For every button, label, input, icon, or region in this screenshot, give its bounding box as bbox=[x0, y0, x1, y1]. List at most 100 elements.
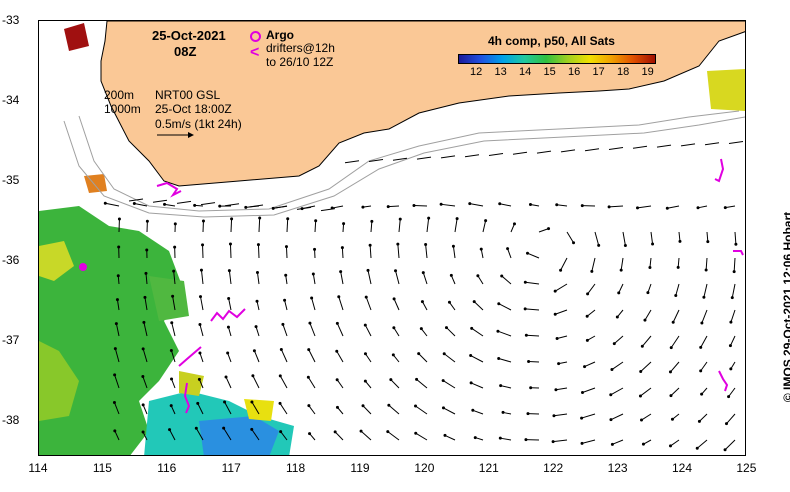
current-arrow-head bbox=[581, 390, 585, 394]
lon-label: 117 bbox=[221, 461, 241, 475]
current-arrow-head bbox=[113, 347, 117, 351]
shelf-current-arrow bbox=[488, 153, 504, 156]
current-arrow-head bbox=[250, 427, 254, 431]
sst-patch-west-yellow bbox=[39, 241, 74, 281]
current-arrow-head bbox=[145, 248, 149, 252]
current-arrow-head bbox=[610, 442, 614, 446]
current-arrow bbox=[142, 404, 148, 415]
current-arrow-head bbox=[700, 392, 704, 396]
current-arrow bbox=[498, 303, 512, 311]
current-arrow-head bbox=[201, 243, 205, 247]
current-arrow-head bbox=[496, 329, 500, 333]
current-arrow-head bbox=[646, 291, 650, 295]
current-arrow-head bbox=[198, 295, 202, 299]
current-arrow-head bbox=[227, 269, 231, 273]
current-arrow-head bbox=[469, 354, 473, 358]
current-arrow bbox=[200, 270, 204, 285]
current-arrow-head bbox=[580, 441, 584, 445]
current-arrow bbox=[145, 273, 148, 285]
current-arrow-head bbox=[340, 246, 344, 250]
current-arrow-head bbox=[113, 429, 117, 433]
current-arrow-head bbox=[527, 360, 531, 364]
colorbar-tick-17: 17 bbox=[592, 66, 605, 78]
current-arrow-head bbox=[648, 266, 652, 270]
current-arrow bbox=[611, 361, 624, 370]
current-arrow-head bbox=[555, 337, 559, 341]
current-arrow-head bbox=[255, 271, 259, 275]
current-arrow bbox=[499, 203, 512, 207]
current-arrow-head bbox=[444, 326, 448, 330]
lon-label: 122 bbox=[543, 461, 564, 475]
current-arrow bbox=[560, 257, 568, 271]
current-arrow-head bbox=[252, 349, 256, 353]
current-arrow bbox=[223, 427, 232, 441]
argo-marker bbox=[79, 263, 87, 271]
current-arrow-head bbox=[512, 222, 516, 226]
sst-patches bbox=[39, 23, 745, 455]
current-arrow bbox=[253, 350, 260, 363]
current-arrow bbox=[426, 218, 430, 233]
current-arrow-head bbox=[447, 300, 451, 304]
current-arrow-head bbox=[547, 227, 551, 231]
shelf-current-arrow bbox=[368, 159, 384, 162]
current-arrow bbox=[312, 273, 316, 285]
current-arrow bbox=[446, 327, 456, 337]
current-arrow-head bbox=[113, 373, 117, 377]
current-arrow bbox=[393, 327, 400, 337]
current-arrow-head bbox=[732, 270, 736, 274]
current-arrow bbox=[526, 334, 540, 337]
current-arrow bbox=[224, 401, 232, 415]
current-arrow-head bbox=[441, 379, 445, 383]
current-arrow-head bbox=[472, 300, 476, 304]
current-arrow-head bbox=[335, 405, 339, 409]
current-arrow bbox=[105, 202, 120, 207]
colorbar-tick-12: 12 bbox=[470, 66, 483, 78]
current-arrow-head bbox=[370, 219, 374, 223]
current-arrow-head bbox=[468, 202, 472, 206]
current-arrow bbox=[525, 281, 540, 285]
isobaths bbox=[63, 110, 745, 218]
current-arrow-head bbox=[168, 428, 172, 432]
current-arrow bbox=[584, 361, 596, 368]
current-arrow bbox=[425, 244, 428, 259]
current-arrow-head bbox=[361, 205, 365, 209]
product-time-label: 25-Oct 18:00Z bbox=[155, 102, 232, 116]
map-frame bbox=[38, 20, 746, 456]
current-arrow-head bbox=[420, 300, 424, 304]
current-arrow-head bbox=[572, 241, 576, 245]
current-arrow-head bbox=[116, 274, 120, 278]
current-arrow-head bbox=[255, 299, 259, 303]
current-vectors bbox=[103, 141, 744, 452]
current-arrow bbox=[500, 385, 512, 389]
current-arrow-head bbox=[286, 217, 290, 221]
current-arrow bbox=[369, 245, 372, 259]
drifters-legend-icon: < bbox=[250, 44, 260, 61]
lat-label: -36 bbox=[2, 253, 20, 267]
current-arrow bbox=[340, 271, 344, 285]
current-arrow-head bbox=[671, 320, 675, 324]
current-arrow bbox=[731, 283, 736, 298]
lat-label: -37 bbox=[2, 333, 20, 347]
current-arrow-head bbox=[144, 271, 148, 275]
current-arrow bbox=[670, 439, 680, 447]
current-arrow bbox=[314, 220, 317, 233]
current-arrow-head bbox=[728, 344, 732, 348]
current-arrow-head bbox=[699, 345, 703, 349]
current-arrow bbox=[229, 243, 232, 259]
colorbar-tick-13: 13 bbox=[494, 66, 507, 78]
current-arrow-head bbox=[170, 321, 174, 325]
current-arrow bbox=[420, 328, 428, 337]
current-arrow bbox=[497, 330, 512, 337]
current-arrow bbox=[285, 246, 288, 259]
current-arrow-head bbox=[609, 418, 613, 422]
current-arrow-head bbox=[386, 430, 390, 434]
current-arrow-head bbox=[724, 422, 728, 426]
current-arrow bbox=[336, 323, 344, 337]
current-arrow-head bbox=[198, 322, 202, 326]
current-arrow bbox=[622, 231, 626, 246]
current-arrow-head bbox=[674, 293, 678, 297]
current-arrow bbox=[452, 246, 456, 259]
current-arrow bbox=[228, 270, 232, 285]
current-arrow bbox=[173, 271, 176, 285]
current-arrow-head bbox=[227, 296, 231, 300]
